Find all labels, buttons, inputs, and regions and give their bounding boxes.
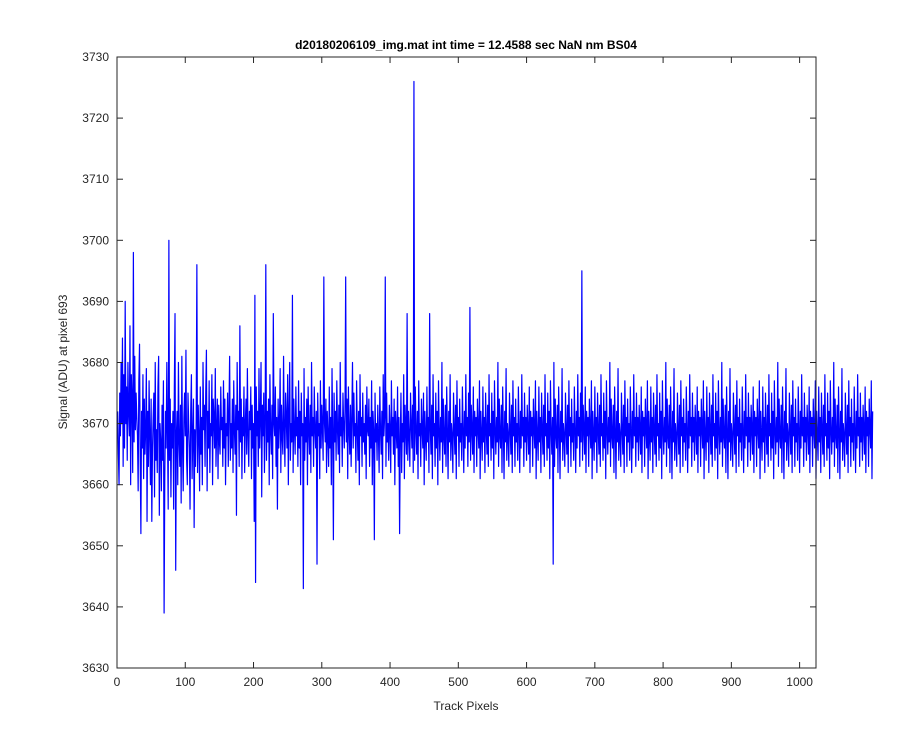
y-tick-label: 3700	[82, 233, 109, 247]
x-axis-label: Track Pixels	[434, 699, 499, 713]
x-tick-label: 400	[380, 675, 400, 689]
y-tick-label: 3650	[82, 539, 109, 553]
x-tick-label: 1000	[786, 675, 813, 689]
y-tick-label: 3680	[82, 356, 109, 370]
y-tick-label: 3630	[82, 661, 109, 675]
y-tick-label: 3690	[82, 294, 109, 308]
x-tick-label: 500	[448, 675, 468, 689]
y-axis-label: Signal (ADU) at pixel 693	[56, 294, 70, 429]
y-tick-label: 3660	[82, 478, 109, 492]
x-axis: 0 100 200 300 400 500 600 700 800 900 1000	[114, 57, 813, 689]
x-tick-label: 200	[244, 675, 264, 689]
x-tick-label: 700	[585, 675, 605, 689]
chart-title: d20180206109_img.mat int time = 12.4588 …	[295, 38, 637, 52]
y-tick-label: 3710	[82, 172, 109, 186]
y-tick-label: 3670	[82, 417, 109, 431]
x-tick-label: 900	[721, 675, 741, 689]
series-layer	[117, 80, 874, 614]
y-axis: 3630 3640 3650 3660 3670 3680 3690 3700 3710 3720…	[82, 50, 816, 675]
x-tick-label: 300	[312, 675, 332, 689]
plot-area	[117, 57, 816, 668]
y-tick-label: 3640	[82, 600, 109, 614]
x-tick-label: 0	[114, 675, 121, 689]
y-tick-label: 3720	[82, 111, 109, 125]
series-line-0	[117, 80, 874, 614]
x-tick-label: 800	[653, 675, 673, 689]
x-tick-label: 600	[517, 675, 537, 689]
x-tick-label: 100	[175, 675, 195, 689]
y-tick-label: 3730	[82, 50, 109, 64]
